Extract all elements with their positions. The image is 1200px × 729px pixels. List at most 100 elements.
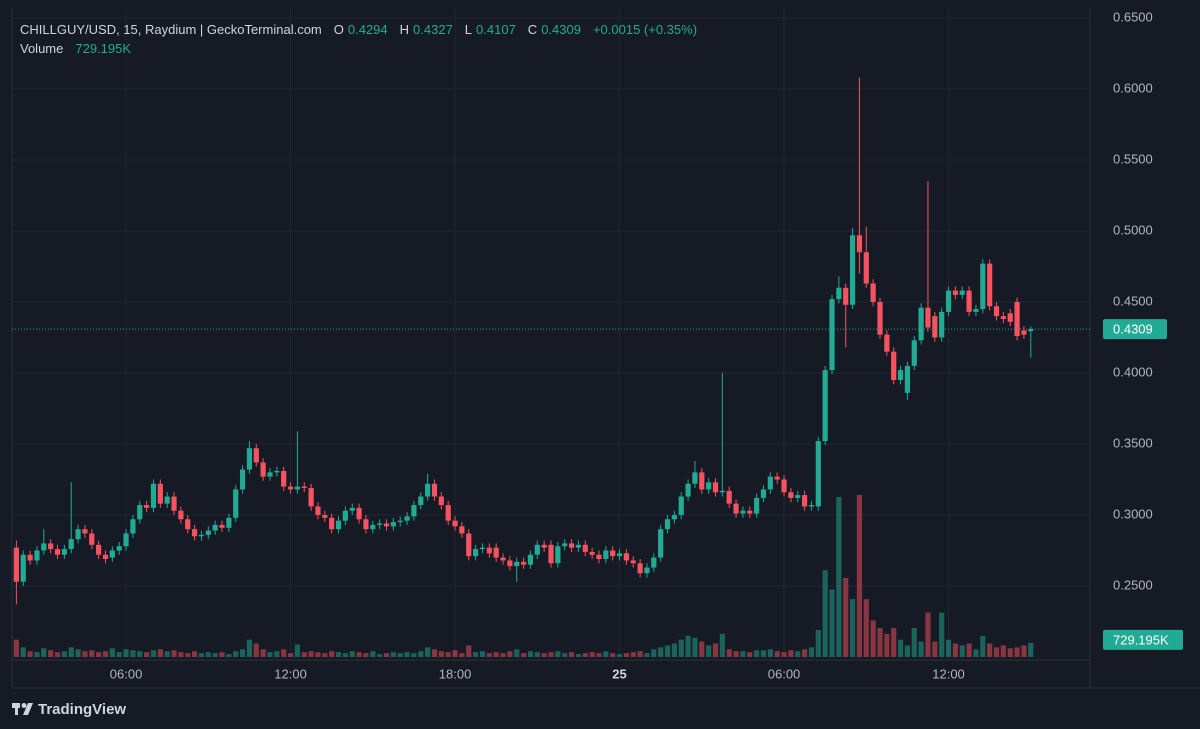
- candle-body: [13, 547, 19, 582]
- candle-body: [664, 519, 671, 530]
- volume-bar: [568, 652, 575, 657]
- volume-bar: [1014, 647, 1020, 657]
- volume-bar: [48, 650, 54, 657]
- candle-body: [473, 549, 479, 557]
- volume-bar: [562, 653, 568, 657]
- volume-bar: [1021, 645, 1027, 657]
- candle-body: [884, 334, 890, 352]
- candle-body: [747, 510, 753, 514]
- candle-body: [239, 469, 246, 490]
- volume-bar: [466, 645, 472, 657]
- volume-bar: [575, 654, 582, 657]
- candle-body: [130, 519, 136, 534]
- volume-bar: [54, 652, 61, 657]
- volume-bar: [726, 649, 732, 657]
- candle-body: [911, 340, 917, 366]
- y-tick-label: 0.5500: [1113, 151, 1153, 166]
- volume-bar: [774, 651, 780, 657]
- volume-bar: [836, 496, 842, 657]
- candle-body: [514, 561, 520, 567]
- candle-body: [75, 529, 81, 540]
- volume-bar: [747, 652, 753, 657]
- volume-bar: [795, 651, 801, 657]
- logo-shape: [23, 703, 33, 715]
- y-tick-label: 0.6500: [1113, 9, 1153, 24]
- candle-body: [185, 519, 191, 530]
- volume-bar: [431, 649, 438, 657]
- candle-body: [404, 516, 410, 521]
- ohlc-key: L: [464, 22, 473, 37]
- volume-bar: [939, 612, 945, 657]
- volume-bar: [959, 645, 965, 657]
- candle-body: [596, 554, 602, 560]
- volume-bar: [315, 652, 321, 657]
- candle-body: [849, 235, 856, 305]
- volume-bar: [692, 637, 698, 657]
- volume-bar: [870, 620, 876, 657]
- candle-body: [760, 489, 767, 498]
- legend-row: CHILLGUY/USD, 15, Raydium | GeckoTermina…: [20, 20, 697, 39]
- candle-body: [877, 301, 883, 335]
- volume-bar: [363, 653, 369, 657]
- volume-bar: [685, 635, 691, 657]
- legend: CHILLGUY/USD, 15, Raydium | GeckoTermina…: [20, 20, 697, 58]
- candle-body: [157, 483, 163, 504]
- volume-bar: [884, 633, 890, 657]
- volume-bar: [651, 649, 657, 657]
- candle-body: [274, 470, 280, 473]
- candle-body: [562, 543, 568, 547]
- candle-body: [233, 489, 239, 518]
- candle-body: [952, 290, 958, 295]
- candle-body: [459, 526, 465, 534]
- volume-bar: [637, 651, 643, 657]
- candle-body: [315, 506, 321, 515]
- volume-bar: [507, 651, 513, 657]
- candle-body: [897, 370, 904, 381]
- volume-bar: [418, 651, 424, 657]
- candle-body: [692, 472, 698, 484]
- ohlc-value: 0.4327: [413, 22, 453, 37]
- candle-body: [178, 510, 184, 520]
- grid: [12, 8, 1090, 657]
- ohlc-value: 0.4309: [541, 22, 581, 37]
- brand-logo[interactable]: TradingView: [12, 701, 126, 718]
- candle-body: [54, 549, 61, 555]
- ohlc-key: H: [399, 22, 410, 37]
- candle-body: [219, 524, 225, 528]
- volume-bar: [452, 650, 458, 657]
- volume-bar: [719, 633, 725, 657]
- volume-bar: [191, 651, 198, 657]
- volume-bar: [301, 652, 307, 657]
- logo-shape: [15, 703, 18, 715]
- candle-body: [329, 517, 335, 530]
- volume-bar: [973, 649, 979, 657]
- x-tick-label: 06:00: [110, 666, 143, 681]
- candle-body: [966, 290, 972, 312]
- volume-bar: [397, 653, 403, 657]
- volume-bar: [589, 652, 595, 657]
- volume-bar: [897, 639, 904, 657]
- candle-body: [589, 551, 595, 555]
- volume-bar: [329, 651, 335, 657]
- candle-body: [342, 510, 348, 521]
- volume-bar: [829, 589, 835, 657]
- volume-bar: [383, 653, 390, 657]
- volume-bar: [205, 652, 211, 657]
- candle-body: [267, 472, 273, 477]
- candle-body: [699, 472, 705, 490]
- volume-bar: [41, 648, 47, 657]
- candle-body: [987, 263, 993, 307]
- volume-bar: [342, 653, 348, 657]
- volume-bar: [150, 650, 157, 657]
- volume-bar: [349, 651, 355, 657]
- volume-bar: [377, 654, 383, 657]
- x-tick-label: 18:00: [439, 666, 472, 681]
- candle-body: [150, 483, 157, 508]
- brand-name: TradingView: [38, 701, 126, 718]
- volume-bar: [287, 653, 294, 657]
- volume-bars: [13, 495, 1034, 657]
- candle-body: [452, 520, 458, 527]
- volume-bar: [966, 643, 972, 657]
- volume-bar: [863, 599, 869, 657]
